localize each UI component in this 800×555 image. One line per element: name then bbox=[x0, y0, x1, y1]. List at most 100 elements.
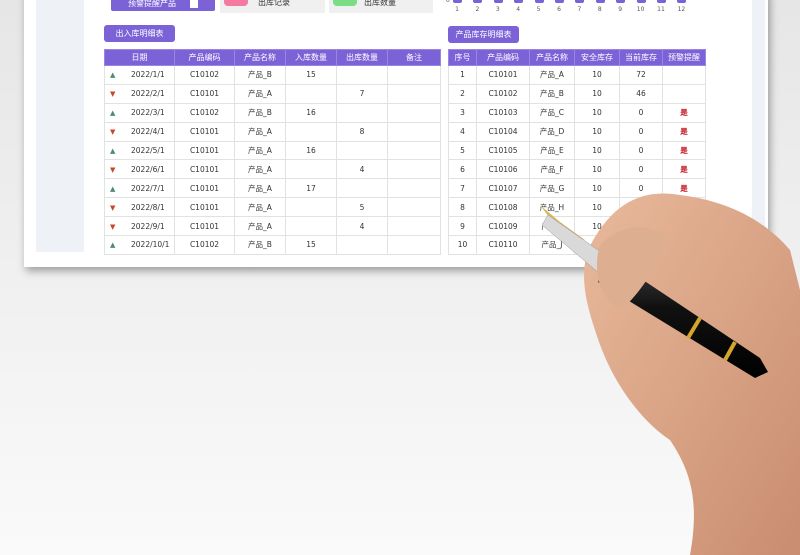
column-header[interactable]: 安全库存 bbox=[574, 49, 620, 66]
cell[interactable]: 0 bbox=[619, 121, 663, 142]
cell[interactable]: C10107 bbox=[476, 178, 530, 199]
cell[interactable]: C10102 bbox=[476, 83, 530, 104]
cell[interactable]: C10101 bbox=[476, 65, 530, 85]
cell[interactable]: 4 bbox=[448, 121, 477, 142]
cell[interactable]: 5 bbox=[448, 140, 477, 161]
cell-name[interactable]: 产品_B bbox=[234, 102, 286, 123]
cell-out[interactable] bbox=[336, 65, 388, 85]
cell[interactable]: 产品_E bbox=[529, 140, 575, 161]
cell-name[interactable]: 产品_A bbox=[234, 216, 286, 237]
column-header[interactable]: 产品名称 bbox=[529, 49, 575, 66]
cell-date[interactable]: ▲ 2022/10/1 bbox=[104, 235, 175, 255]
cell[interactable]: 10 bbox=[448, 235, 477, 255]
cell[interactable]: 0 bbox=[619, 140, 663, 161]
cell-name[interactable]: 产品_B bbox=[234, 65, 286, 85]
cell[interactable]: 2 bbox=[448, 83, 477, 104]
column-header[interactable]: 产品编码 bbox=[174, 49, 235, 66]
cell-code[interactable]: C10101 bbox=[174, 121, 235, 142]
column-header[interactable]: 序号 bbox=[448, 49, 477, 66]
cell-in[interactable]: 16 bbox=[285, 140, 337, 161]
cell-note[interactable] bbox=[387, 197, 441, 218]
warning-cell[interactable]: 是 bbox=[662, 140, 706, 161]
cell-out[interactable]: 8 bbox=[336, 121, 388, 142]
table-row[interactable]: 2 C10102 产品_B 10 46 bbox=[448, 83, 706, 104]
cell-date[interactable]: ▲ 2022/3/1 bbox=[104, 102, 175, 123]
cell[interactable]: 72 bbox=[619, 65, 663, 85]
cell-in[interactable] bbox=[285, 83, 337, 104]
column-header[interactable]: 当前库存 bbox=[619, 49, 663, 66]
cell-name[interactable]: 产品_A bbox=[234, 83, 286, 104]
cell-in[interactable] bbox=[285, 121, 337, 142]
column-header[interactable]: 产品编码 bbox=[476, 49, 530, 66]
cell[interactable]: 0 bbox=[619, 102, 663, 123]
warning-cell[interactable] bbox=[662, 83, 706, 104]
table-row[interactable]: ▲ 2022/5/1 C10101 产品_A 16 bbox=[104, 140, 441, 161]
table-row[interactable]: ▲ 2022/1/1 C10102 产品_B 15 bbox=[104, 65, 441, 85]
cell[interactable]: 7 bbox=[448, 178, 477, 199]
cell-code[interactable]: C10102 bbox=[174, 235, 235, 255]
cell[interactable]: C10106 bbox=[476, 159, 530, 180]
table-row[interactable]: 1 C10101 产品_A 10 72 bbox=[448, 65, 706, 85]
table-row[interactable]: ▲ 2022/3/1 C10102 产品_B 16 bbox=[104, 102, 441, 123]
inout-detail-title-button[interactable]: 出入库明细表 bbox=[104, 25, 175, 42]
column-header[interactable]: 备注 bbox=[387, 49, 441, 66]
cell-in[interactable] bbox=[285, 197, 337, 218]
table-row[interactable]: ▼ 2022/9/1 C10101 产品_A 4 bbox=[104, 216, 441, 237]
cell-date[interactable]: ▼ 2022/6/1 bbox=[104, 159, 175, 180]
cell[interactable]: 6 bbox=[448, 159, 477, 180]
table-row[interactable]: ▼ 2022/2/1 C10101 产品_A 7 bbox=[104, 83, 441, 104]
cell-out[interactable]: 4 bbox=[336, 216, 388, 237]
table-row[interactable]: 5 C10105 产品_E 10 0 是 bbox=[448, 140, 706, 161]
cell[interactable]: 10 bbox=[574, 159, 620, 180]
cell-note[interactable] bbox=[387, 178, 441, 199]
cell[interactable]: 10 bbox=[574, 83, 620, 104]
column-header[interactable]: 产品名称 bbox=[234, 49, 286, 66]
cell[interactable]: 8 bbox=[448, 197, 477, 218]
cell-code[interactable]: C10101 bbox=[174, 83, 235, 104]
warning-cell[interactable] bbox=[662, 65, 706, 85]
cell-name[interactable]: 产品_A bbox=[234, 178, 286, 199]
column-header[interactable]: 预警提醒 bbox=[662, 49, 706, 66]
green-chip bbox=[333, 0, 357, 6]
cell-note[interactable] bbox=[387, 235, 441, 255]
cell[interactable]: 9 bbox=[448, 216, 477, 237]
cell[interactable]: 10 bbox=[574, 197, 620, 218]
cell-code[interactable]: C10101 bbox=[174, 197, 235, 218]
cell-in[interactable] bbox=[285, 216, 337, 237]
cell[interactable]: 10 bbox=[574, 140, 620, 161]
cell-name[interactable]: 产品_A bbox=[234, 159, 286, 180]
x-tick-label: 4 bbox=[516, 6, 521, 13]
cell-name[interactable]: 产品_B bbox=[234, 235, 286, 255]
cell[interactable]: C10110 bbox=[476, 235, 530, 255]
cell-out[interactable] bbox=[336, 235, 388, 255]
cell[interactable]: 产品_G bbox=[529, 178, 575, 199]
cell-note[interactable] bbox=[387, 140, 441, 161]
cell[interactable]: 产品_D bbox=[529, 121, 575, 142]
cell-note[interactable] bbox=[387, 216, 441, 237]
warning-cell[interactable]: 是 bbox=[662, 102, 706, 123]
arrow-up-icon: ▲ bbox=[110, 147, 116, 155]
table-row[interactable]: ▼ 2022/8/1 C10101 产品_A 5 bbox=[104, 197, 441, 218]
cell-code[interactable]: C10101 bbox=[174, 159, 235, 180]
column-header[interactable]: 出库数量 bbox=[336, 49, 388, 66]
column-header[interactable]: 入库数量 bbox=[285, 49, 337, 66]
cell-date[interactable]: ▲ 2022/1/1 bbox=[104, 65, 175, 85]
warning-products-button[interactable]: 预警提醒产品 bbox=[111, 0, 215, 11]
table-row[interactable]: 3 C10103 产品_C 10 0 是 bbox=[448, 102, 706, 123]
table-row[interactable]: 4 C10104 产品_D 10 0 是 bbox=[448, 121, 706, 142]
cell-code[interactable]: C10102 bbox=[174, 102, 235, 123]
column-header[interactable]: 日期 bbox=[104, 49, 175, 66]
table-row[interactable]: ▼ 2022/4/1 C10101 产品_A 8 bbox=[104, 121, 441, 142]
table-row[interactable]: ▼ 2022/6/1 C10101 产品_A 4 bbox=[104, 159, 441, 180]
cell-date[interactable]: ▲ 2022/5/1 bbox=[104, 140, 175, 161]
warning-cell[interactable]: 是 bbox=[662, 159, 706, 180]
table-row[interactable]: ▲ 2022/10/1 C10102 产品_B 15 bbox=[104, 235, 441, 255]
table-row[interactable]: 6 C10106 产品_F 10 0 是 bbox=[448, 159, 706, 180]
cell-out[interactable]: 4 bbox=[336, 159, 388, 180]
cell-in[interactable]: 15 bbox=[285, 235, 337, 255]
cell-code[interactable]: C10102 bbox=[174, 65, 235, 85]
cell-note[interactable] bbox=[387, 102, 441, 123]
stock-detail-title-button[interactable]: 产品库存明细表 bbox=[448, 26, 519, 43]
warning-cell[interactable]: 是 bbox=[662, 121, 706, 142]
cell[interactable]: 产品_B bbox=[529, 83, 575, 104]
